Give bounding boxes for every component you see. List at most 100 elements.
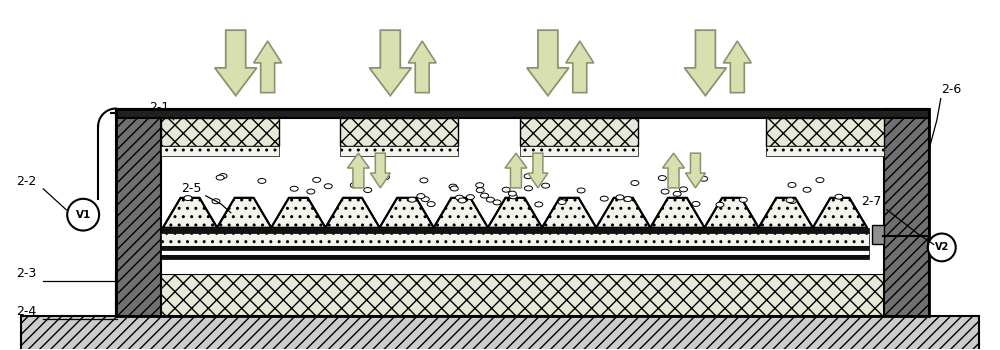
Ellipse shape: [476, 188, 484, 193]
Bar: [340, 118, 458, 146]
Ellipse shape: [558, 199, 566, 204]
Ellipse shape: [508, 191, 516, 196]
Text: 2-1: 2-1: [149, 100, 169, 113]
Ellipse shape: [803, 187, 811, 192]
Ellipse shape: [816, 177, 824, 183]
Bar: [872, 225, 884, 244]
Bar: [340, 146, 458, 156]
Ellipse shape: [700, 176, 708, 181]
Text: 2-5: 2-5: [181, 182, 201, 195]
Ellipse shape: [542, 183, 550, 188]
Ellipse shape: [600, 196, 608, 201]
Polygon shape: [527, 30, 569, 96]
Polygon shape: [369, 30, 411, 96]
Polygon shape: [663, 153, 684, 188]
Ellipse shape: [524, 174, 532, 179]
Ellipse shape: [427, 202, 435, 206]
Ellipse shape: [658, 176, 666, 181]
Polygon shape: [215, 30, 257, 96]
Text: 2-7: 2-7: [861, 195, 881, 208]
Ellipse shape: [577, 188, 585, 193]
Polygon shape: [528, 153, 548, 188]
Bar: [116, 108, 929, 118]
Ellipse shape: [692, 202, 700, 206]
Bar: [161, 250, 869, 256]
Polygon shape: [271, 198, 325, 228]
Ellipse shape: [481, 193, 489, 198]
Ellipse shape: [631, 181, 639, 186]
Ellipse shape: [673, 191, 681, 196]
Ellipse shape: [381, 175, 389, 180]
Text: 2-3: 2-3: [16, 267, 37, 280]
Polygon shape: [723, 41, 751, 93]
Bar: [161, 118, 279, 146]
Bar: [116, 108, 161, 316]
Bar: [161, 108, 884, 274]
Ellipse shape: [624, 197, 632, 202]
Ellipse shape: [258, 178, 266, 183]
Text: V1: V1: [76, 210, 91, 220]
Ellipse shape: [788, 182, 796, 187]
Ellipse shape: [661, 189, 669, 194]
Circle shape: [928, 233, 956, 261]
Ellipse shape: [786, 198, 794, 203]
Text: V2: V2: [935, 243, 949, 252]
Ellipse shape: [716, 202, 724, 207]
Ellipse shape: [290, 186, 298, 191]
Ellipse shape: [788, 198, 796, 203]
Polygon shape: [566, 41, 594, 93]
Ellipse shape: [420, 178, 428, 183]
Ellipse shape: [476, 183, 484, 188]
Bar: [161, 256, 869, 259]
Ellipse shape: [466, 195, 474, 200]
Ellipse shape: [680, 187, 688, 192]
Ellipse shape: [616, 195, 624, 200]
Ellipse shape: [364, 188, 372, 193]
Ellipse shape: [307, 189, 315, 194]
Polygon shape: [434, 198, 488, 228]
Polygon shape: [542, 198, 596, 228]
Polygon shape: [813, 198, 867, 228]
Bar: [161, 146, 279, 156]
Bar: [116, 274, 929, 316]
Bar: [161, 246, 869, 250]
Bar: [520, 146, 638, 156]
Ellipse shape: [739, 197, 747, 202]
Bar: [116, 108, 929, 316]
Polygon shape: [325, 198, 380, 228]
Ellipse shape: [535, 202, 543, 207]
Bar: [884, 108, 929, 316]
Polygon shape: [347, 153, 369, 188]
Ellipse shape: [355, 182, 363, 187]
Ellipse shape: [486, 197, 494, 202]
Ellipse shape: [458, 198, 466, 203]
Polygon shape: [684, 30, 726, 96]
Ellipse shape: [450, 186, 458, 191]
Bar: [766, 118, 884, 146]
Ellipse shape: [449, 184, 457, 189]
Ellipse shape: [417, 194, 425, 198]
Bar: [161, 228, 869, 232]
Polygon shape: [759, 198, 813, 228]
Ellipse shape: [216, 175, 224, 180]
Ellipse shape: [455, 195, 463, 200]
Text: 2-6: 2-6: [941, 83, 961, 96]
Polygon shape: [596, 198, 650, 228]
Polygon shape: [408, 41, 436, 93]
Ellipse shape: [184, 196, 192, 201]
Bar: [161, 232, 869, 246]
Text: 2-2: 2-2: [16, 175, 37, 188]
Polygon shape: [163, 198, 217, 228]
Ellipse shape: [408, 197, 416, 202]
Polygon shape: [705, 198, 759, 228]
Polygon shape: [380, 198, 434, 228]
Circle shape: [67, 199, 99, 231]
Ellipse shape: [493, 200, 501, 205]
Ellipse shape: [421, 197, 429, 202]
Polygon shape: [217, 198, 271, 228]
Polygon shape: [650, 198, 705, 228]
Ellipse shape: [502, 187, 510, 192]
Polygon shape: [488, 198, 542, 228]
Ellipse shape: [835, 194, 843, 199]
Ellipse shape: [212, 199, 220, 204]
